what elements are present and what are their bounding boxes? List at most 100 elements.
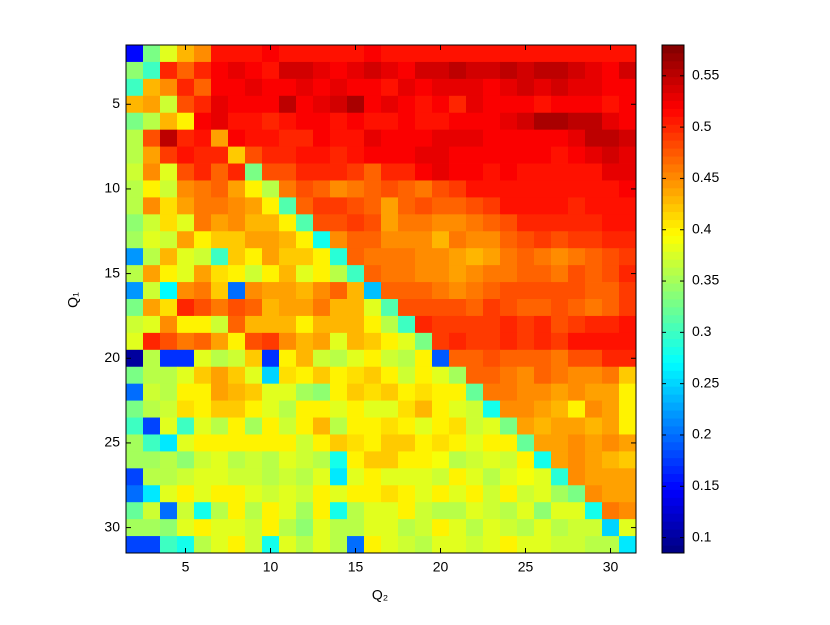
heatmap-cell xyxy=(381,502,399,520)
heatmap-cell xyxy=(313,383,331,401)
heatmap-cell xyxy=(160,451,178,469)
heatmap-cell xyxy=(534,536,552,554)
heatmap-cell xyxy=(143,434,161,452)
heatmap-cell xyxy=(296,366,314,385)
heatmap-cell xyxy=(568,383,586,401)
heatmap-cell xyxy=(245,332,263,351)
heatmap-cell xyxy=(160,349,178,368)
heatmap-cell xyxy=(551,536,569,554)
colorbar-step xyxy=(662,362,684,371)
heatmap-cell xyxy=(483,315,501,334)
heatmap-cell xyxy=(517,61,535,80)
heatmap-cell xyxy=(143,366,161,385)
heatmap-cell xyxy=(483,299,501,317)
colorbar-step xyxy=(662,45,684,54)
heatmap-cell xyxy=(126,231,144,249)
heatmap-cell xyxy=(483,366,501,385)
axes: 5 10 15 20 25 30 5 10 15 20 25 30 xyxy=(104,44,637,575)
heatmap-cell xyxy=(602,349,620,368)
heatmap-cell xyxy=(347,180,365,198)
heatmap-cell xyxy=(177,536,195,554)
heatmap-cell xyxy=(466,299,484,317)
heatmap-cell xyxy=(602,366,620,385)
heatmap-cell xyxy=(517,315,535,334)
heatmap-cell xyxy=(228,282,246,300)
heatmap-cell xyxy=(228,400,246,418)
heatmap-cell xyxy=(279,383,297,401)
heatmap-cell xyxy=(194,95,212,114)
heatmap-cell xyxy=(585,485,603,503)
heatmap-cell xyxy=(466,197,484,215)
heatmap-cell xyxy=(143,112,161,131)
heatmap-cell xyxy=(279,214,297,232)
heatmap-cell xyxy=(313,400,331,418)
heatmap-cell xyxy=(228,214,246,232)
heatmap-cell xyxy=(296,265,314,283)
heatmap-cell xyxy=(483,519,501,537)
colorbar-step xyxy=(662,497,684,506)
heatmap-cell xyxy=(228,45,246,63)
heatmap-cell xyxy=(432,282,450,300)
heatmap-cell xyxy=(568,45,586,63)
heatmap-cell xyxy=(143,95,161,114)
heatmap-cell xyxy=(245,451,263,469)
heatmap-cell xyxy=(551,146,569,164)
heatmap-cell xyxy=(568,332,586,351)
heatmap-cell xyxy=(568,366,586,385)
heatmap-cell xyxy=(619,180,637,198)
heatmap-cell xyxy=(262,485,280,503)
heatmap-cell xyxy=(551,366,569,385)
heatmap-cell xyxy=(279,248,297,266)
heatmap-cell xyxy=(279,163,297,181)
heatmap-cell xyxy=(296,468,314,486)
heatmap-cell xyxy=(500,214,518,232)
heatmap-cell xyxy=(551,400,569,418)
heatmap-cell xyxy=(602,502,620,520)
heatmap-cell xyxy=(500,282,518,300)
heatmap-cell xyxy=(143,349,161,368)
heatmap-cell xyxy=(619,315,637,334)
colorbar-step xyxy=(662,299,684,308)
heatmap-cell xyxy=(449,451,467,469)
heatmap-cell xyxy=(126,400,144,418)
heatmap-cell xyxy=(466,282,484,300)
heatmap-cell xyxy=(398,349,416,368)
heatmap-cell xyxy=(177,45,195,63)
heatmap-cell xyxy=(619,519,637,537)
heatmap-cell xyxy=(364,163,382,181)
heatmap-cell xyxy=(279,468,297,486)
heatmap-cell xyxy=(330,417,348,435)
heatmap-cell xyxy=(534,45,552,63)
heatmap-cell xyxy=(194,519,212,537)
heatmap-cell xyxy=(466,383,484,401)
heatmap-cell xyxy=(245,400,263,418)
heatmap-cell xyxy=(245,163,263,181)
heatmap-cell xyxy=(347,214,365,232)
heatmap-cell xyxy=(262,315,280,334)
colorbar-step xyxy=(662,187,684,197)
heatmap-cell xyxy=(313,163,331,181)
heatmap-cell xyxy=(177,265,195,283)
heatmap-cell xyxy=(143,129,161,147)
heatmap-cell xyxy=(585,502,603,520)
heatmap-cell xyxy=(211,231,229,249)
heatmap-cell xyxy=(483,248,501,266)
heatmap-cell xyxy=(211,536,229,554)
heatmap-cell xyxy=(432,78,450,97)
heatmap-cell xyxy=(619,112,637,131)
heatmap-cell xyxy=(483,112,501,131)
heatmap-cell xyxy=(568,519,586,537)
heatmap-cell xyxy=(160,129,178,147)
heatmap-cell xyxy=(143,485,161,503)
heatmap-cell xyxy=(568,502,586,520)
x-tick-label: 30 xyxy=(603,559,619,575)
heatmap-cell xyxy=(500,248,518,266)
heatmap-cell xyxy=(585,434,603,452)
heatmap-cell xyxy=(364,265,382,283)
heatmap-cell xyxy=(398,400,416,418)
heatmap-cell xyxy=(347,231,365,249)
heatmap-cell xyxy=(177,95,195,114)
heatmap-cell xyxy=(500,299,518,317)
heatmap-cell xyxy=(177,214,195,232)
y-tick-label: 25 xyxy=(104,434,120,450)
